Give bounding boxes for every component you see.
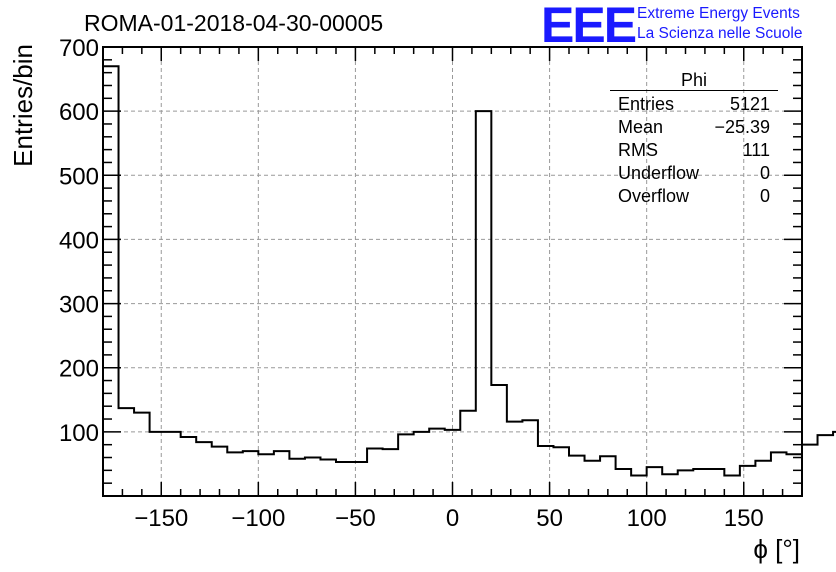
y-axis-label: Entries/bin [8, 44, 38, 167]
histogram-bin [507, 422, 523, 496]
stats-label: RMS [618, 140, 658, 160]
y-tick-label: 100 [59, 420, 99, 447]
y-tick-label: 500 [59, 163, 99, 190]
histogram-bin [476, 111, 492, 496]
histogram-bin [274, 451, 290, 496]
histogram-bin [414, 432, 430, 496]
histogram-bin [134, 413, 150, 496]
histogram-bin [802, 445, 818, 496]
histogram-bin [429, 429, 445, 496]
stats-value: 5121 [729, 94, 770, 114]
y-tick-label: 600 [59, 99, 99, 126]
axis-ticks [102, 46, 803, 497]
histogram-bin [709, 469, 725, 496]
histogram-bin [740, 466, 756, 496]
stats-label: Underflow [618, 163, 700, 183]
eee-logo: EEE [541, 0, 637, 53]
histogram-bin [196, 442, 212, 496]
histogram-series [102, 65, 836, 496]
stats-label: Overflow [618, 186, 690, 206]
histogram-bin [553, 447, 569, 496]
logo-caption-line1: Extreme Energy Events [637, 5, 800, 22]
histogram-bin [786, 454, 802, 496]
x-tick-label: 100 [627, 505, 667, 532]
y-tick-labels: 100 200 300 400 500 600 700 [59, 35, 99, 447]
stats-label: Entries [618, 94, 675, 114]
histogram-bin [352, 462, 368, 496]
histogram-bin [165, 432, 181, 496]
histogram-bin [336, 462, 352, 496]
x-tick-label: 150 [724, 505, 764, 532]
histogram-bin [693, 469, 709, 496]
histogram-bin [460, 411, 476, 496]
histogram-bin [398, 434, 414, 496]
histogram-bin [119, 408, 135, 496]
histogram-bin [569, 456, 585, 496]
histogram-outline [102, 65, 836, 496]
stats-row-underflow: Underflow 0 [610, 162, 778, 185]
stats-title: Phi [610, 70, 778, 91]
stats-value: 0 [759, 163, 770, 183]
stats-value: −25.39 [714, 117, 770, 137]
histogram-bin [305, 458, 321, 496]
histogram-bin [724, 475, 740, 496]
histogram-bin [150, 432, 166, 496]
histogram-bin [818, 435, 834, 496]
histogram-bin [367, 449, 383, 496]
grid-lines [103, 46, 802, 496]
histogram-bin [227, 452, 243, 496]
histogram-bin [258, 454, 274, 496]
x-tick-label: 0 [446, 505, 459, 532]
histogram-bin [491, 385, 507, 496]
chart-title: ROMA-01-2018-04-30-00005 [84, 10, 384, 36]
stats-box: Phi Entries 5121 Mean −25.39 RMS 111 Und… [610, 70, 778, 208]
stats-row-rms: RMS 111 [610, 139, 778, 162]
histogram-bin [383, 449, 399, 496]
x-tick-label: −100 [231, 505, 285, 532]
x-tick-labels: −150 −100 −50 0 50 100 150 [134, 505, 764, 532]
x-tick-label: −150 [134, 505, 188, 532]
histogram-bin [616, 469, 632, 496]
histogram-bin [631, 475, 647, 496]
stats-row-mean: Mean −25.39 [610, 116, 778, 139]
histogram-bin [538, 446, 554, 496]
x-axis-label: ϕ [°] [753, 534, 800, 564]
histogram-bin [320, 459, 336, 496]
stats-value: 0 [759, 186, 770, 206]
logo-caption-line2: La Scienza nelle Scuole [637, 25, 803, 42]
logo-caption: Extreme Energy Events La Scienza nelle S… [637, 4, 802, 44]
histogram-bin [522, 420, 538, 496]
histogram-bin [771, 452, 787, 496]
histogram-bin [647, 467, 663, 496]
y-tick-label: 200 [59, 356, 99, 383]
histogram-bin [585, 461, 601, 496]
stats-row-overflow: Overflow 0 [610, 185, 778, 208]
stats-label: Mean [618, 117, 664, 137]
stats-value: 111 [742, 140, 770, 160]
y-tick-label: 300 [59, 292, 99, 319]
y-tick-label: 400 [59, 227, 99, 254]
y-tick-label: 700 [59, 35, 99, 62]
histogram-bin [243, 451, 259, 496]
histogram-bin [662, 474, 678, 496]
x-tick-label: −50 [335, 505, 376, 532]
histogram-bin [212, 447, 228, 496]
stats-row-entries: Entries 5121 [610, 93, 778, 116]
histogram-bin [181, 437, 197, 496]
x-tick-label: 50 [536, 505, 563, 532]
